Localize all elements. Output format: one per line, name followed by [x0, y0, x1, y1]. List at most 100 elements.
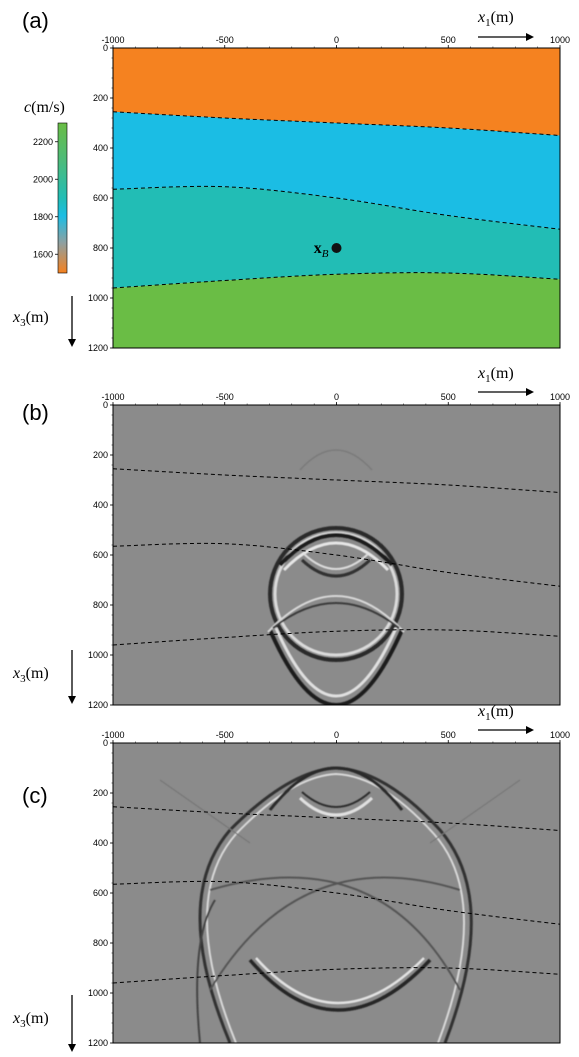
- z-tick-label: 0: [103, 738, 108, 748]
- z-tick-label: 400: [93, 143, 108, 153]
- colorbar-ticks: 2200 2000 1800 1600: [33, 137, 58, 259]
- wavefront-c-7: [255, 957, 425, 1005]
- x-tick-label: -1000: [101, 392, 124, 402]
- interface-line-1: [113, 111, 560, 136]
- colorbar-gradient: [57, 122, 68, 274]
- interface-line-3: [113, 272, 560, 289]
- z-axis-label-b: x3(m): [12, 650, 76, 704]
- z-axis-label-c: x3(m): [12, 995, 76, 1052]
- wavefront-c-9: [209, 876, 461, 991]
- layer-1: [113, 48, 560, 136]
- interface-line-1: [113, 468, 560, 493]
- wavefront-b-11: [299, 449, 373, 471]
- x-tick-label: 500: [441, 35, 456, 45]
- point-xb-label: xB: [314, 240, 329, 260]
- x-tick-label: 0: [334, 35, 339, 45]
- z-tick-label: 200: [93, 788, 108, 798]
- x-tick-label: 0: [334, 730, 339, 740]
- z-tick-label: 0: [103, 43, 108, 53]
- x-tick-label: 500: [441, 392, 456, 402]
- colorbar: c(m/s) 2200 2000 1800 1600: [24, 99, 68, 274]
- wavefront-b-1: [268, 526, 404, 662]
- wavefront-b-10: [272, 602, 400, 629]
- x-ticks-a: -1000 -500 0 500 1000: [101, 35, 570, 48]
- z-ticks-c: 0 200 400 600 800 1000 1200: [88, 738, 113, 1048]
- velocity-model: [113, 48, 560, 348]
- wavefront-c-8: [209, 876, 461, 991]
- panel-label-a: (a): [22, 8, 49, 33]
- wavefront-c-4: [298, 796, 374, 817]
- z-tick-label: 1000: [88, 293, 108, 303]
- svg-text:x3(m): x3(m): [12, 309, 49, 329]
- svg-text:x1(m): x1(m): [477, 9, 514, 29]
- panel-a: (a) -1000 -500 0 500 1000 0 200 400 600 800 1000 1…: [12, 8, 570, 353]
- colorbar-tick-label: 1600: [33, 249, 53, 259]
- x-tick-label: 0: [334, 392, 339, 402]
- z-tick-label: 1200: [88, 1038, 108, 1048]
- x-tick-label: 1000: [550, 730, 570, 740]
- x-tick-label: -500: [216, 730, 234, 740]
- svg-text:x1(m): x1(m): [477, 703, 514, 723]
- layer-2: [113, 111, 560, 230]
- x-tick-label: 500: [441, 730, 456, 740]
- z-tick-label: 600: [93, 550, 108, 560]
- x-axis-label-a: x1(m): [477, 9, 534, 41]
- x-axis-label-b: x1(m): [477, 365, 534, 396]
- wavefronts-c: [159, 766, 521, 1043]
- x-ticks-c: -1000 -500 0 500 1000: [101, 730, 570, 743]
- z-tick-label: 800: [93, 243, 108, 253]
- wavefront-b-6: [303, 553, 369, 570]
- x-ticks-b: -1000 -500 0 500 1000: [101, 392, 570, 405]
- colorbar-tick-label: 2000: [33, 174, 53, 184]
- svg-text:c(m/s): c(m/s): [24, 99, 65, 116]
- svg-text:x1(m): x1(m): [477, 365, 514, 385]
- colorbar-tick-label: 1800: [33, 212, 53, 222]
- interface-line-3: [113, 629, 560, 646]
- x-tick-label: 1000: [550, 35, 570, 45]
- interface-line-1: [113, 806, 560, 831]
- interfaces-c: [113, 806, 560, 984]
- x-tick-label: -500: [216, 35, 234, 45]
- z-tick-label: 1200: [88, 343, 108, 353]
- z-tick-label: 1000: [88, 988, 108, 998]
- point-xb-marker: [331, 243, 342, 253]
- z-tick-label: 600: [93, 888, 108, 898]
- z-tick-label: 400: [93, 500, 108, 510]
- wavefront-b-9: [267, 595, 405, 633]
- panel-b: (b) -1000 -500 0 500 1: [12, 365, 570, 710]
- z-tick-label: 200: [93, 450, 108, 460]
- snapshot-b: [113, 405, 560, 705]
- z-tick-label: 400: [93, 838, 108, 848]
- wavefront-c-10: [196, 899, 216, 1043]
- layer-3: [113, 186, 560, 288]
- x-axis-label-c: x1(m): [477, 703, 534, 734]
- wavefront-b-4: [282, 541, 390, 572]
- wavefront-c-3: [268, 766, 404, 811]
- z-tick-label: 800: [93, 938, 108, 948]
- wavefront-c-12: [429, 779, 521, 844]
- z-tick-label: 1000: [88, 650, 108, 660]
- wavefronts-b: [267, 449, 405, 705]
- interface-line-3: [113, 967, 560, 984]
- wavefront-c-6: [248, 958, 432, 1012]
- panel-label-b: (b): [22, 400, 49, 425]
- x-tick-label: -1000: [101, 35, 124, 45]
- svg-text:x3(m): x3(m): [12, 665, 49, 685]
- z-tick-label: 800: [93, 600, 108, 610]
- wavefront-b-3: [278, 533, 394, 567]
- panel-label-c: (c): [22, 783, 48, 808]
- wavefront-b-8: [274, 627, 398, 698]
- x-tick-label: 1000: [550, 392, 570, 402]
- x-tick-label: -500: [216, 392, 234, 402]
- interfaces-a: [113, 111, 560, 289]
- wavefront-c-2: [206, 772, 465, 1043]
- panel-c: (c): [12, 703, 570, 1052]
- interface-line-2: [113, 185, 560, 230]
- interfaces-b: [113, 468, 560, 646]
- z-tick-label: 1200: [88, 700, 108, 710]
- z-tick-label: 200: [93, 93, 108, 103]
- z-tick-label: 0: [103, 400, 108, 410]
- wavefront-c-5: [301, 791, 371, 808]
- snapshot-c: [113, 743, 560, 1043]
- colorbar-tick-label: 2200: [33, 137, 53, 147]
